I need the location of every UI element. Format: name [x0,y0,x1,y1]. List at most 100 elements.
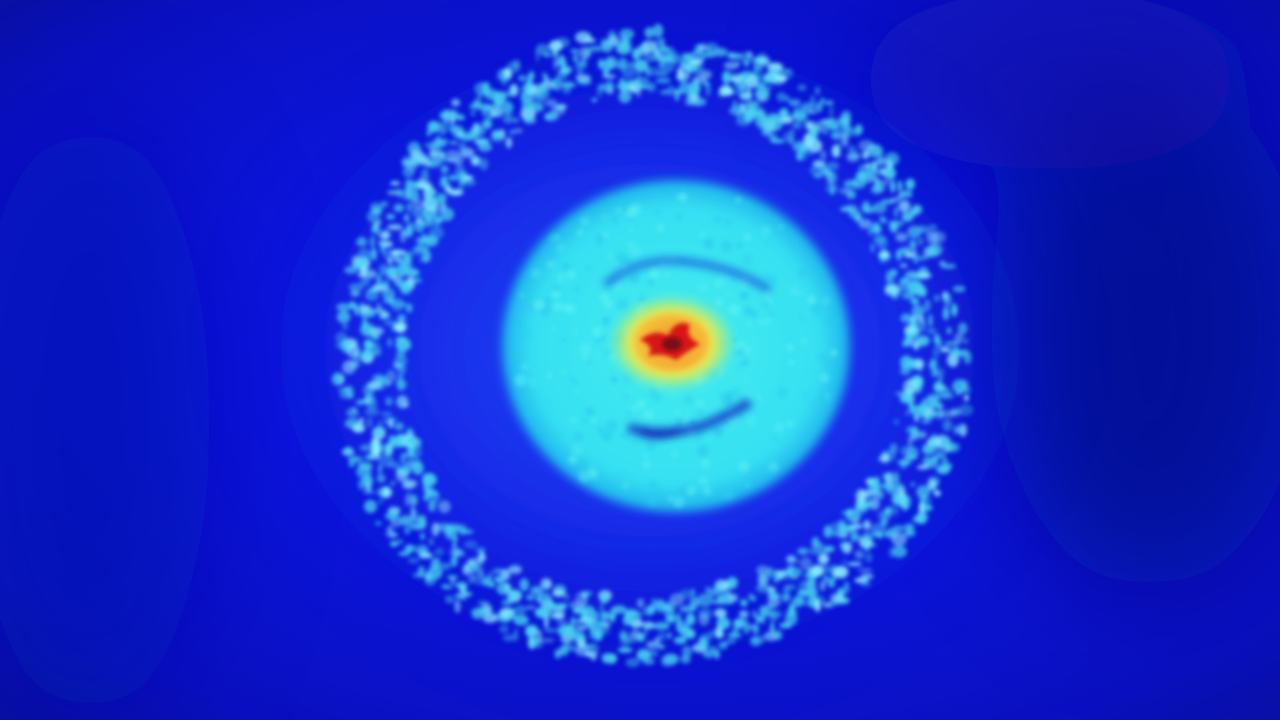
ring-speckle [859,172,874,184]
ring-speckle [366,398,378,411]
disk-speckle [745,483,751,488]
ring-speckle [643,627,648,637]
ring-speckle [513,128,523,134]
ring-speckle [444,185,452,193]
ring-speckle [397,314,406,323]
ring-speckle [796,151,803,161]
ring-speckle [394,422,405,431]
disk-speckle [522,328,534,340]
ring-speckle [802,601,817,606]
ring-speckle [739,92,753,101]
ring-speckle [858,494,867,502]
ring-speckle [928,225,938,229]
ring-speckle [385,397,393,406]
ring-speckle [352,406,357,413]
ring-speckle [468,127,480,140]
disk-speckle [574,286,580,292]
ring-speckle [370,235,376,249]
ring-speckle [421,168,429,181]
ring-speckle [440,207,455,221]
ring-speckle [891,493,900,506]
ring-speckle [381,240,393,248]
ring-speckle [371,348,382,356]
disk-speckle [663,270,671,277]
ring-speckle [513,628,519,642]
ring-speckle [395,323,406,334]
ring-speckle [835,117,848,131]
ring-speckle [544,113,553,121]
disk-speckle [830,349,838,357]
ring-speckle [837,524,853,533]
disk-speckle [771,434,778,441]
ring-speckle [931,433,937,447]
ring-speckle [904,334,913,343]
ring-speckle [475,547,486,554]
disk-speckle [699,231,707,239]
ring-speckle [619,77,625,85]
ring-speckle [451,98,461,107]
disk-speckle [738,461,750,473]
ring-speckle [606,89,614,95]
ring-speckle [456,552,466,557]
ring-speckle [748,593,754,600]
ring-speckle [526,73,534,83]
disk-speckle [556,273,566,283]
ring-speckle [359,417,364,425]
ring-speckle [403,251,412,264]
ring-speckle [380,411,393,417]
ring-speckle [396,349,406,358]
disk-speckle [655,210,661,216]
disk-speckle [648,266,660,279]
disk-speckle [591,417,597,424]
disk-speckle [742,345,752,355]
ring-speckle [395,338,412,352]
ring-speckle [378,498,384,505]
ring-speckle [586,32,592,39]
ring-speckle [843,180,859,186]
ring-speckle [367,341,376,350]
ring-speckle [478,550,485,564]
ring-speckle [667,632,672,639]
ring-speckle [910,273,915,279]
ring-speckle [386,526,394,534]
ring-speckle [702,81,711,87]
ring-speckle [880,218,888,224]
ring-speckle [636,67,641,80]
ring-speckle [454,599,461,614]
ring-speckle [932,346,940,359]
ring-speckle [535,43,550,56]
ring-speckle [450,174,459,181]
ring-speckle [714,608,727,618]
disk-speckle [701,458,710,468]
ring-speckle [400,452,406,465]
ring-speckle [909,239,917,250]
ring-speckle [732,578,739,584]
ring-speckle [445,109,459,120]
ring-speckle [354,304,359,316]
disk-speckle [768,461,779,473]
ring-speckle [624,611,634,623]
ring-speckle [825,117,839,130]
disk-speckle [739,291,750,301]
ring-speckle [661,50,674,64]
ring-speckle [427,565,443,580]
ring-speckle [468,104,485,110]
ring-speckle [845,509,861,522]
ring-speckle [818,553,829,565]
disk-speckle [790,289,795,294]
ring-speckle [896,485,903,491]
ring-speckle [917,225,928,234]
ring-speckle [757,572,771,583]
disk-speckle [695,399,705,409]
ring-speckle [755,583,772,593]
ring-speckle [653,621,670,631]
ring-speckle [920,419,932,424]
ring-speckle [402,479,418,488]
disk-speckle [631,405,637,411]
ring-speckle [396,539,404,544]
ring-speckle [502,634,515,642]
ring-speckle [527,82,532,91]
ring-speckle [828,106,834,118]
disk-speckle [577,229,584,236]
ring-speckle [935,453,946,458]
